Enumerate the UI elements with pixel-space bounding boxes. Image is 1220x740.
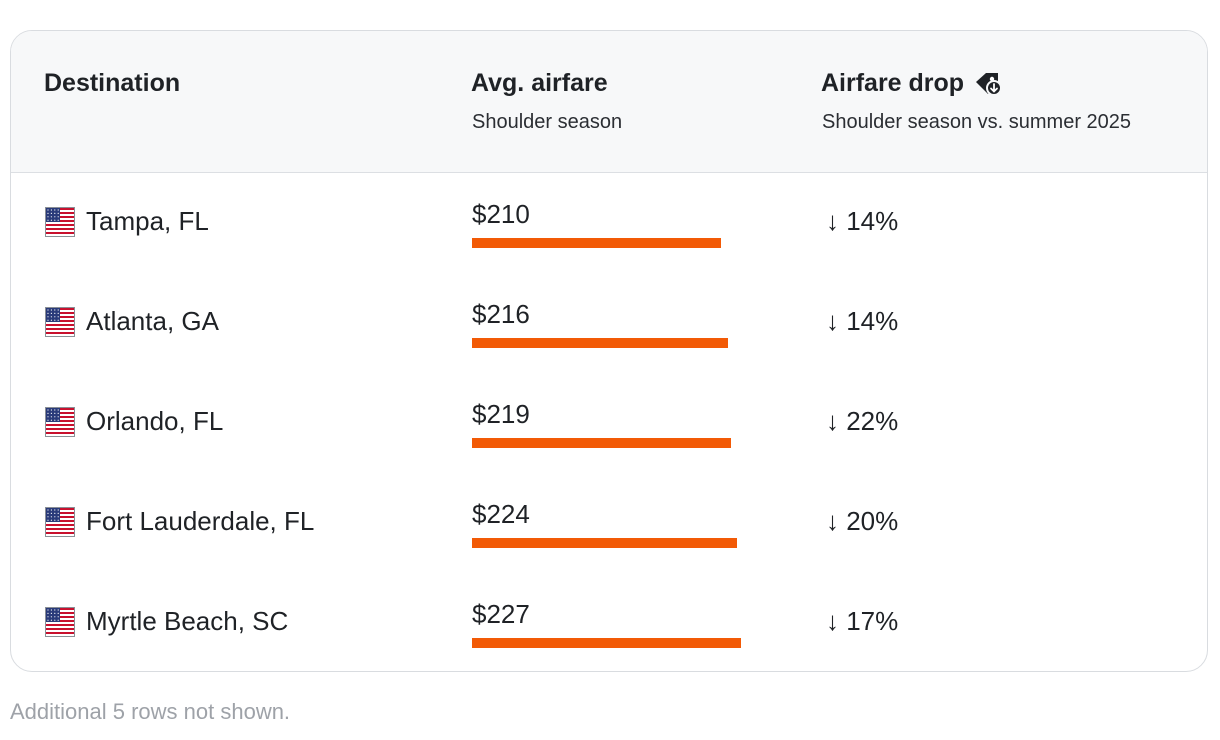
avg-airfare-value: $216 [472, 299, 530, 329]
avg-airfare-value: $219 [472, 399, 530, 429]
airfare-drop-value: ↓ 22% [826, 406, 899, 436]
airfare-drop-value: ↓ 14% [826, 206, 899, 236]
column-subheader-airfare-drop: Shoulder season vs. summer 2025 [822, 111, 1132, 133]
price-tag-down-icon [974, 70, 1004, 98]
destination-cell: Atlanta, GA [45, 306, 219, 337]
column-header-airfare-drop-label: Airfare drop [821, 69, 965, 97]
column-subheader-avg-airfare: Shoulder season [472, 111, 623, 133]
us-flag-icon [45, 206, 75, 237]
us-flag-icon [45, 506, 75, 537]
column-header-destination: Destination [44, 69, 181, 97]
airfare-drop-value: ↓ 17% [826, 606, 899, 636]
table-row: Fort Lauderdale, FL $224 ↓ 20% [11, 472, 1207, 572]
footnote: Additional 5 rows not shown. [10, 699, 291, 724]
airfare-drop-value: ↓ 14% [826, 306, 899, 336]
avg-airfare-value: $224 [472, 499, 530, 529]
table-row: Tampa, FL $210 ↓ 14% [11, 172, 1207, 272]
us-flag-icon [45, 306, 75, 337]
table-header: Destination Avg. airfare Shoulder season… [11, 31, 1207, 173]
airfare-drop-value: ↓ 20% [826, 506, 899, 536]
destination-cell: Tampa, FL [45, 206, 209, 237]
avg-airfare-bar [472, 538, 737, 548]
column-header-airfare-drop: Airfare drop [821, 69, 1004, 98]
avg-airfare-bar [472, 638, 741, 648]
table-row: Atlanta, GA $216 ↓ 14% [11, 272, 1207, 372]
destination-name: Atlanta, GA [86, 306, 219, 336]
destination-name: Orlando, FL [86, 406, 224, 436]
destination-name: Fort Lauderdale, FL [86, 506, 315, 536]
table-row: Orlando, FL $219 ↓ 22% [11, 372, 1207, 472]
destination-name: Myrtle Beach, SC [86, 606, 289, 636]
us-flag-icon [45, 406, 75, 437]
destination-cell: Myrtle Beach, SC [45, 606, 288, 637]
destination-cell: Fort Lauderdale, FL [45, 506, 314, 537]
avg-airfare-bar [472, 438, 731, 448]
us-flag-icon [45, 606, 75, 637]
avg-airfare-bar [472, 338, 728, 348]
avg-airfare-value: $227 [472, 599, 530, 629]
table-row: Myrtle Beach, SC $227 ↓ 17% [11, 572, 1207, 671]
avg-airfare-bar [472, 238, 721, 248]
airfare-table: Destination Avg. airfare Shoulder season… [10, 30, 1208, 672]
destination-name: Tampa, FL [86, 206, 209, 236]
avg-airfare-value: $210 [472, 199, 530, 229]
destination-cell: Orlando, FL [45, 406, 223, 437]
column-header-avg-airfare: Avg. airfare [471, 69, 608, 97]
